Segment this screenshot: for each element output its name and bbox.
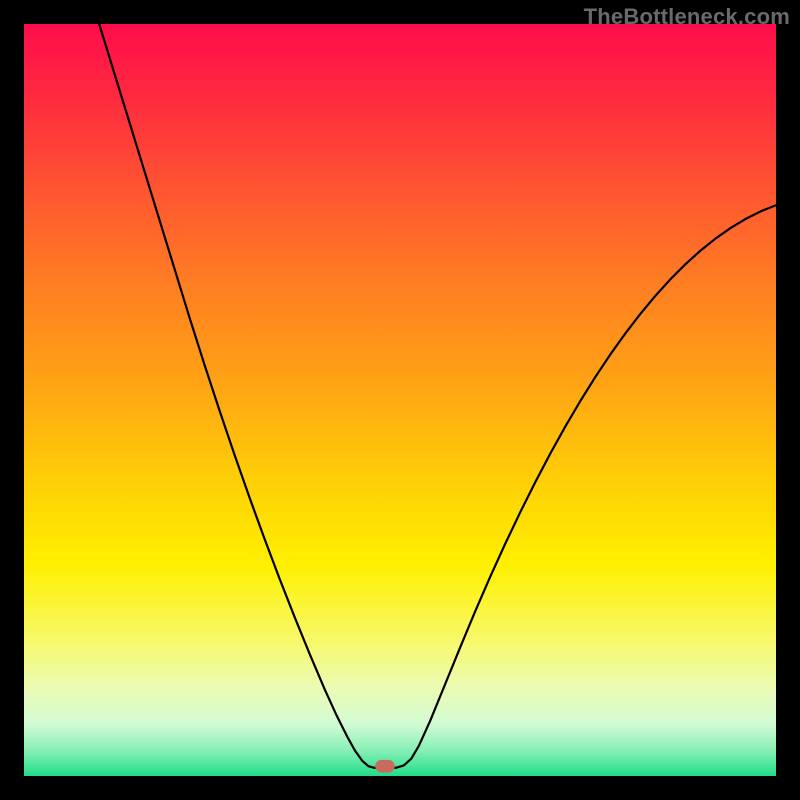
bottleneck-chart — [0, 0, 800, 800]
chart-container: TheBottleneck.com — [0, 0, 800, 800]
minimum-marker — [375, 760, 395, 773]
plot-background — [24, 24, 776, 776]
